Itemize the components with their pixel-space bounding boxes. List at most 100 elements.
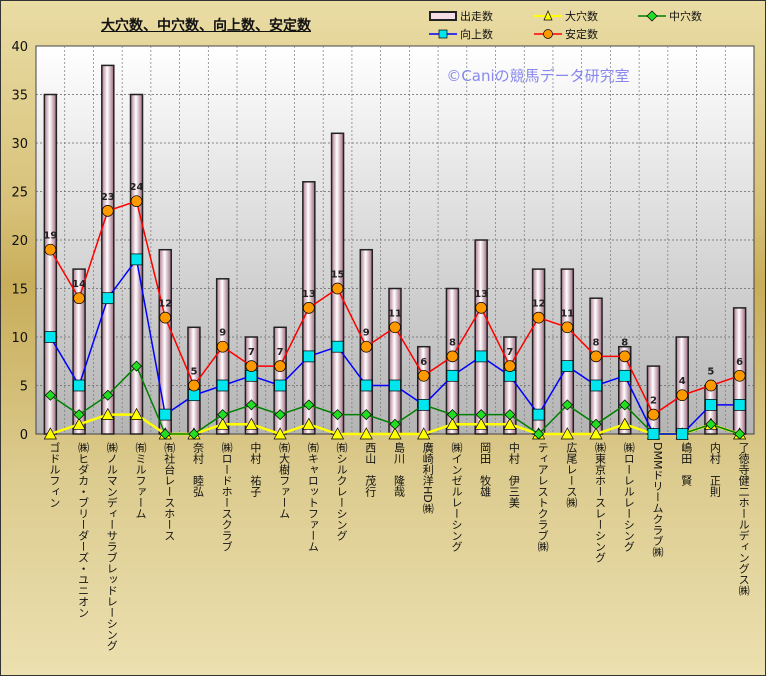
marker-antei	[676, 389, 689, 402]
marker-daiana	[474, 417, 488, 430]
marker-daiana	[244, 417, 258, 430]
marker-daiana	[618, 417, 632, 430]
x-tick-label: ㈲大樹ファーム	[278, 442, 291, 519]
marker-chuana	[102, 389, 114, 401]
marker-daiana	[417, 427, 431, 440]
marker-koujou	[475, 350, 488, 363]
marker-koujou	[618, 369, 631, 382]
marker-daiana	[302, 417, 316, 430]
data-label: 6	[736, 357, 743, 368]
marker-chuana	[619, 399, 631, 411]
marker-chuana	[245, 399, 257, 411]
marker-chuana	[734, 428, 746, 440]
marker-antei	[446, 350, 459, 363]
y-tick-label: 25	[11, 186, 28, 201]
marker-koujou	[159, 408, 172, 421]
bar-starts	[589, 297, 603, 435]
marker-daiana	[273, 427, 287, 440]
marker-koujou	[101, 292, 114, 305]
x-tick-label: ティアレストクラブ㈱	[536, 442, 549, 552]
data-label: 13	[302, 289, 316, 300]
marker-antei	[302, 302, 315, 314]
x-tick-label: ㈱ローレルレーシング	[622, 442, 635, 552]
marker-chuana	[561, 399, 573, 411]
data-label: 19	[43, 231, 57, 242]
x-tick-label: 島川 隆哉	[393, 441, 406, 497]
data-label: 9	[219, 328, 226, 339]
x-tick-label: ㈱インゼルレーシング	[450, 442, 463, 552]
watermark: ©Caniの競馬データ研究室	[446, 67, 629, 85]
marker-chuana	[533, 428, 545, 440]
bar-starts	[72, 268, 86, 435]
data-label: 7	[506, 347, 513, 358]
x-tick-label: ㈱ヒダカ・ブリーダーズ・ユニオン	[77, 442, 90, 618]
marker-daiana	[129, 407, 144, 420]
x-tick-label: DMMドリームクラブ㈱	[651, 442, 664, 557]
marker-antei	[188, 379, 200, 392]
x-tick-label: ㈱ロードホースクラブ	[220, 442, 233, 552]
marker-antei	[389, 321, 401, 334]
x-tick-label: ㈲キャロットファーム	[306, 442, 319, 552]
marker-daiana	[101, 407, 115, 420]
y-tick-label: 10	[11, 331, 28, 346]
marker-chuana	[44, 389, 56, 401]
bar-starts	[215, 278, 230, 435]
bar-starts	[474, 239, 488, 435]
x-tick-label: 西山 茂行	[364, 442, 377, 498]
marker-koujou	[705, 399, 717, 411]
marker-koujou	[274, 379, 286, 392]
x-tick-label: ㈱ノルマンディーサラブレッドレーシング	[105, 442, 118, 651]
marker-daiana	[72, 417, 86, 430]
x-tick-label: 了徳寺健二ホールディングス㈱	[737, 442, 750, 596]
marker-antei	[73, 292, 85, 305]
marker-koujou	[360, 379, 373, 392]
data-label: 8	[593, 337, 600, 348]
data-label: 7	[248, 347, 255, 358]
data-label: 2	[650, 396, 657, 407]
data-label: 15	[331, 270, 345, 281]
marker-koujou	[532, 408, 545, 421]
bar-starts	[158, 248, 172, 435]
marker-daiana	[503, 417, 517, 430]
x-tick-label: 内村 正則	[708, 441, 721, 498]
x-tick-label: 廣崎利洋HD㈱	[421, 441, 434, 514]
marker-antei	[532, 311, 545, 324]
marker-antei	[44, 243, 57, 256]
marker-antei	[274, 360, 286, 372]
x-tick-label: 岡田 牧雄	[479, 442, 492, 497]
data-label: 13	[474, 289, 488, 300]
data-label: 23	[101, 192, 115, 203]
y-tick-label: 40	[11, 40, 28, 55]
x-tick-label: ゴドルフィン	[48, 441, 61, 508]
marker-koujou	[216, 379, 229, 392]
x-tick-label: ㈲シルクレーシング	[335, 442, 348, 541]
data-label: 5	[707, 367, 714, 378]
data-label: 4	[679, 376, 686, 387]
marker-koujou	[389, 379, 401, 392]
marker-chuana	[475, 409, 487, 421]
y-tick-label: 35	[11, 89, 28, 104]
marker-daiana	[216, 417, 230, 430]
marker-antei	[417, 369, 430, 382]
marker-antei	[159, 311, 172, 324]
marker-antei	[245, 360, 258, 372]
marker-koujou	[446, 369, 459, 382]
marker-antei	[130, 195, 143, 208]
marker-koujou	[73, 379, 85, 392]
bar-starts	[43, 93, 58, 435]
marker-antei	[475, 302, 488, 314]
data-label: 8	[621, 337, 628, 348]
legend-item-antei: 安定数	[534, 26, 598, 42]
marker-chuana	[446, 409, 458, 421]
data-label: 12	[532, 299, 546, 310]
legend-label: 中穴数	[669, 10, 702, 23]
data-label: 14	[72, 279, 86, 290]
x-tick-label: 中村 伊三美	[507, 442, 520, 508]
marker-chuana	[274, 409, 286, 421]
legend-item-chuana: 中穴数	[638, 8, 702, 24]
data-label: 12	[158, 299, 172, 310]
marker-antei	[618, 350, 631, 363]
marker-antei	[561, 321, 574, 334]
marker-chuana	[332, 409, 344, 421]
marker-chuana	[389, 418, 401, 430]
